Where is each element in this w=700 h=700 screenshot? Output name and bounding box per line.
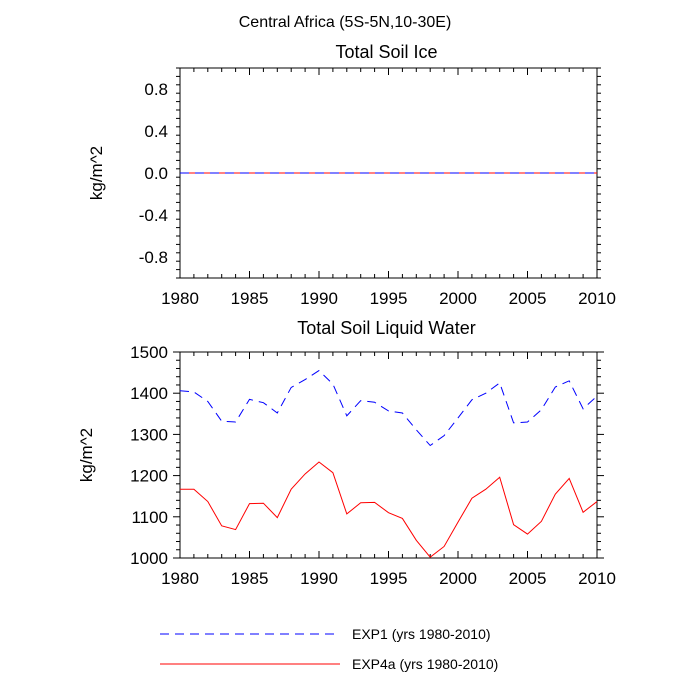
y-tick-label: 0.4	[144, 122, 168, 141]
panel-title: Total Soil Liquid Water	[297, 318, 475, 338]
series-line-exp1	[179, 369, 598, 447]
x-tick-label: 1995	[370, 569, 408, 588]
legend-label-exp4a: EXP4a (yrs 1980-2010)	[352, 656, 498, 672]
x-tick-label: 2005	[509, 289, 547, 308]
y-tick-label: -0.4	[139, 206, 168, 225]
y-tick-label: 1100	[131, 508, 168, 527]
x-tick-label: 2010	[578, 289, 616, 308]
x-tick-label: 1990	[300, 569, 338, 588]
x-tick-label: 2010	[578, 569, 616, 588]
x-tick-label: 2000	[439, 289, 477, 308]
y-axis-label: kg/m^2	[87, 146, 106, 200]
y-tick-label: 1400	[130, 384, 168, 403]
panel-total-soil-ice: Total Soil Ice kg/m^2 1980 1985 1990 1995 2000…	[87, 42, 616, 308]
x-tick-label: 1990	[300, 289, 338, 308]
x-tick-label: 1995	[370, 289, 408, 308]
y-tick-label: 1300	[130, 425, 168, 444]
x-tick-label: 1985	[231, 569, 269, 588]
y-tick-label: 1000	[130, 549, 168, 568]
legend: EXP1 (yrs 1980-2010) EXP4a (yrs 1980-201…	[160, 626, 498, 672]
x-tick-label: 1980	[161, 289, 199, 308]
y-tick-label: -0.8	[139, 248, 168, 267]
y-tick-label: 0.0	[144, 164, 168, 183]
x-tick-label: 1985	[231, 289, 269, 308]
y-tick-label: 0.8	[144, 80, 168, 99]
panel-total-soil-liquid-water: Total Soil Liquid Water kg/m^2 1980 1985 199…	[77, 318, 616, 588]
y-axis-label: kg/m^2	[77, 428, 96, 482]
y-tick-label: 1500	[130, 343, 168, 362]
x-tick-label: 2005	[509, 569, 547, 588]
series-line-exp4a	[180, 461, 598, 558]
x-tick-label: 1980	[161, 569, 199, 588]
panel-title: Total Soil Ice	[335, 42, 437, 62]
legend-label-exp1: EXP1 (yrs 1980-2010)	[352, 626, 491, 642]
x-tick-label: 2000	[439, 569, 477, 588]
y-tick-label: 1200	[130, 467, 168, 486]
figure-suptitle: Central Africa (5S-5N,10-30E)	[239, 14, 452, 31]
